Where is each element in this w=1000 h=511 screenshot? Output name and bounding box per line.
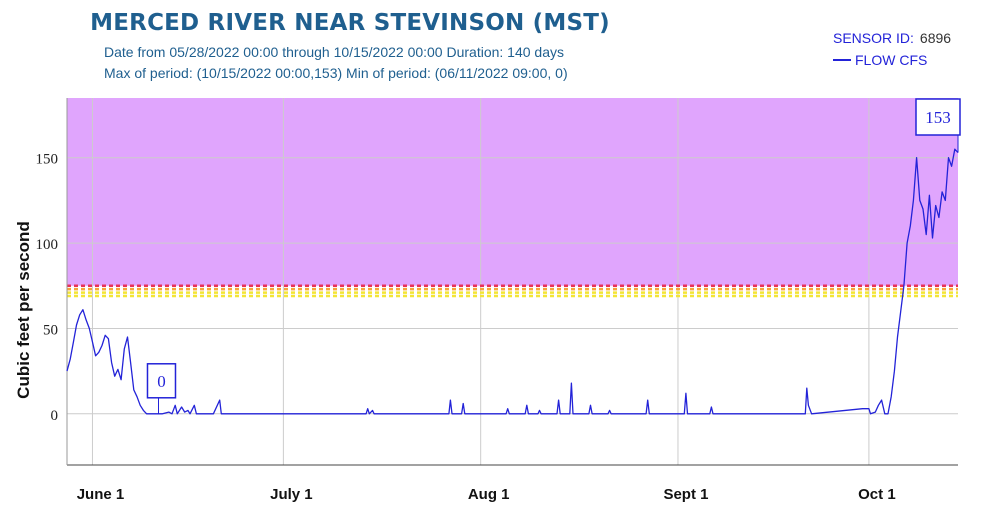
max-annotation-label: 153 <box>925 108 951 127</box>
min-annotation-label: 0 <box>157 372 166 391</box>
sensor-id-label: SENSOR ID: <box>833 30 914 46</box>
min-annotation-box <box>146 363 177 399</box>
x-tick-label: Aug 1 <box>468 486 510 503</box>
sensor-id: SENSOR ID: 6896 <box>833 30 951 46</box>
y-tick-label: 150 <box>36 152 59 168</box>
legend-label: FLOW CFS <box>855 52 928 68</box>
legend-line-swatch <box>833 59 851 61</box>
max-annotation-box <box>915 98 961 136</box>
y-tick-label: 100 <box>36 237 59 253</box>
y-tick-label: 0 <box>51 408 59 424</box>
chart-title: MERCED RIVER NEAR STEVINSON (MST) <box>90 10 610 36</box>
date-range-text: Date from 05/28/2022 00:00 through 10/15… <box>104 44 565 60</box>
sensor-id-value: 6896 <box>919 30 952 46</box>
y-tick-label: 50 <box>43 322 58 338</box>
x-tick-label: June 1 <box>77 486 125 503</box>
x-tick-label: July 1 <box>270 486 313 503</box>
x-tick-label: Oct 1 <box>858 486 896 503</box>
flow-series-line <box>66 148 959 415</box>
legend: FLOW CFS <box>833 52 927 68</box>
x-tick-label: Sept 1 <box>663 486 708 503</box>
max-min-text: Max of period: (10/15/2022 00:00,153) Mi… <box>104 65 568 81</box>
flood-stage-band <box>67 98 958 286</box>
